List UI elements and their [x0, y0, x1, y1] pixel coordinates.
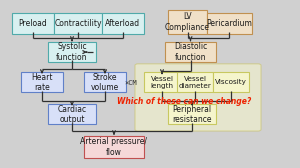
FancyBboxPatch shape — [12, 13, 54, 34]
Text: Pericardium: Pericardium — [207, 19, 252, 28]
FancyBboxPatch shape — [102, 13, 144, 34]
Text: Viscosity: Viscosity — [215, 79, 247, 85]
FancyBboxPatch shape — [84, 136, 144, 158]
Text: Cardiac
output: Cardiac output — [57, 104, 87, 124]
Text: Peripheral
resistance: Peripheral resistance — [172, 104, 212, 124]
Text: Preload: Preload — [19, 19, 47, 28]
FancyBboxPatch shape — [213, 72, 249, 92]
Text: LV
Compliance: LV Compliance — [165, 12, 210, 32]
FancyBboxPatch shape — [168, 104, 216, 124]
FancyBboxPatch shape — [135, 64, 261, 131]
Text: Vessel
length: Vessel length — [151, 76, 173, 89]
FancyBboxPatch shape — [48, 42, 96, 62]
Text: Which of these can we change?: Which of these can we change? — [117, 97, 252, 106]
FancyBboxPatch shape — [144, 72, 180, 92]
FancyBboxPatch shape — [48, 104, 96, 124]
FancyBboxPatch shape — [207, 13, 252, 34]
FancyBboxPatch shape — [165, 42, 216, 62]
Text: Afterload: Afterload — [105, 19, 141, 28]
Text: Contractility: Contractility — [54, 19, 102, 28]
FancyBboxPatch shape — [54, 13, 102, 34]
Text: Vessel
diameter: Vessel diameter — [178, 76, 212, 89]
Text: Arterial pressure/
flow: Arterial pressure/ flow — [80, 137, 148, 157]
Text: Diastolic
function: Diastolic function — [174, 42, 207, 62]
Text: ×CM: ×CM — [124, 80, 137, 86]
FancyBboxPatch shape — [177, 72, 213, 92]
FancyBboxPatch shape — [84, 72, 126, 92]
Text: Stroke
volume: Stroke volume — [91, 73, 119, 92]
Text: Systolic
function: Systolic function — [56, 42, 88, 62]
Text: Heart
rate: Heart rate — [31, 73, 53, 92]
FancyBboxPatch shape — [168, 10, 207, 34]
FancyBboxPatch shape — [21, 72, 63, 92]
